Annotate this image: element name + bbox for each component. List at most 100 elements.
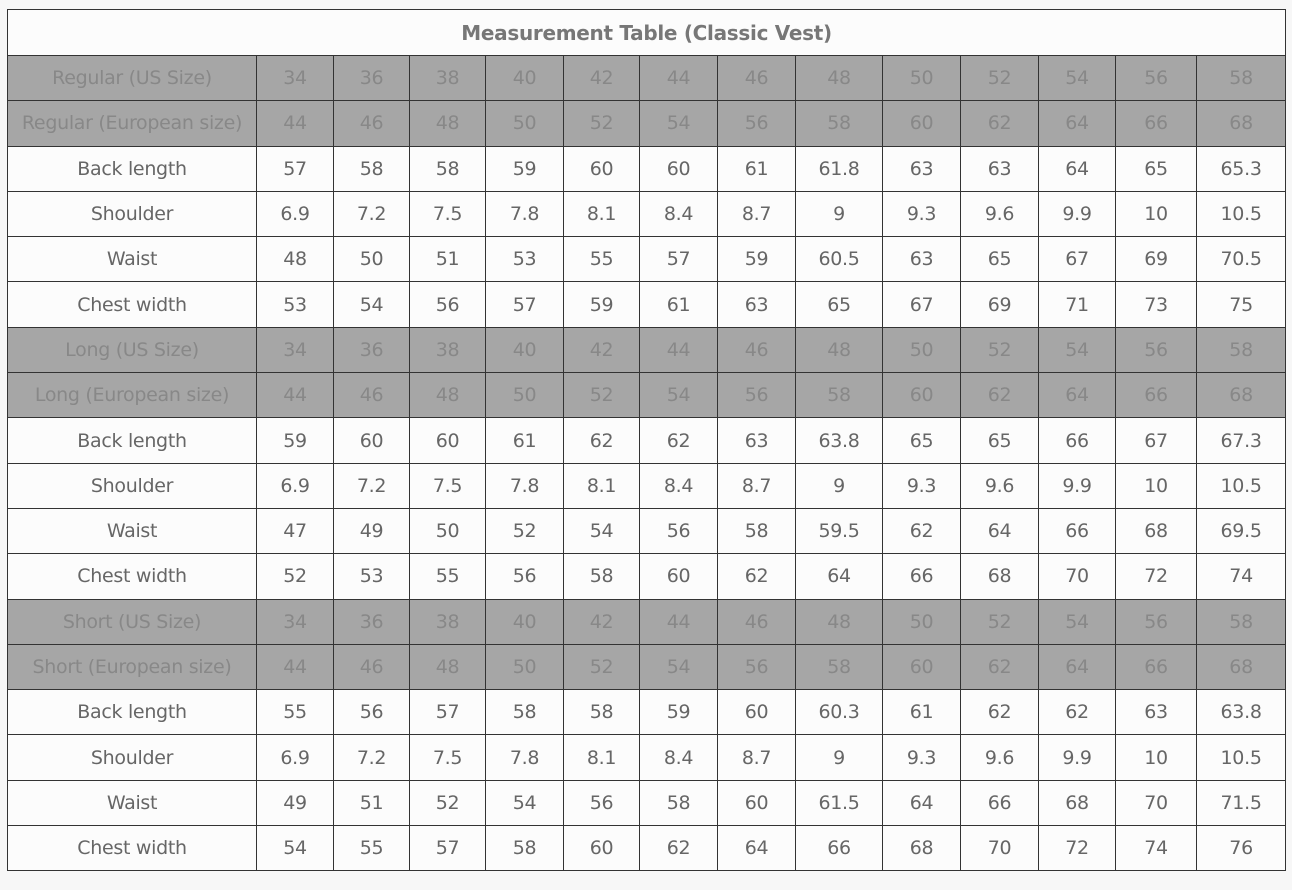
- table-cell: 10: [1115, 734, 1197, 781]
- table-cell: 67.3: [1195, 417, 1287, 464]
- table-cell: 68: [1195, 100, 1287, 147]
- table-cell: 62: [960, 689, 1039, 736]
- table-cell: 60: [409, 417, 486, 464]
- table-cell: 56: [409, 281, 486, 328]
- table-cell: 63: [717, 281, 796, 328]
- table-cell: 67: [1115, 417, 1197, 464]
- table-cell: 58: [639, 779, 718, 827]
- row-label: Short (US Size): [7, 598, 257, 645]
- table-cell: 74: [1195, 553, 1287, 600]
- table-cell: 50: [409, 507, 486, 555]
- table-cell: 66: [1038, 507, 1116, 555]
- table-cell: 10: [1115, 190, 1197, 238]
- table-cell: 40: [485, 326, 564, 374]
- table-cell: 9: [795, 734, 883, 781]
- table-cell: 8.4: [639, 462, 718, 509]
- table-cell: 7.5: [409, 734, 486, 781]
- table-cell: 59: [717, 236, 796, 283]
- table-row: Back length 57 58 58 59 60 60 61 61.8 63 63 64 65 65.…: [7, 145, 1287, 192]
- table-cell: 7.8: [485, 190, 564, 238]
- table-cell: 47: [256, 507, 334, 555]
- table-cell: 55: [333, 825, 410, 872]
- table-cell: 9.3: [882, 190, 961, 238]
- row-label: Chest width: [7, 553, 257, 600]
- table-cell: 55: [563, 236, 640, 283]
- table-cell: 65.3: [1195, 145, 1287, 192]
- row-label: Long (European size): [7, 372, 257, 419]
- table-cell: 44: [256, 372, 334, 419]
- table-cell: 56: [1115, 54, 1197, 102]
- table-cell: 55: [409, 553, 486, 600]
- table-cell: 10.5: [1195, 734, 1287, 781]
- table-cell: 36: [333, 54, 410, 102]
- table-cell: 64: [717, 825, 796, 872]
- table-cell: 42: [563, 598, 640, 645]
- table-cell: 53: [485, 236, 564, 283]
- table-cell: 10: [1115, 462, 1197, 509]
- table-cell: 63: [717, 417, 796, 464]
- table-cell: 54: [485, 779, 564, 827]
- table-cell: 54: [639, 643, 718, 691]
- table-cell: 57: [485, 281, 564, 328]
- table-cell: 68: [1038, 779, 1116, 827]
- table-title: Measurement Table (Classic Vest): [6, 9, 1287, 56]
- table-cell: 62: [882, 507, 961, 555]
- table-row: Back length 59 60 60 61 62 62 63 63.8 65 65 66 67 67.…: [7, 417, 1287, 464]
- table-cell: 66: [1115, 100, 1197, 147]
- table-cell: 71.5: [1195, 779, 1287, 827]
- table-cell: 54: [256, 825, 334, 872]
- table-cell: 8.7: [717, 462, 796, 509]
- table-cell: 72: [1038, 825, 1116, 872]
- table-cell: 58: [563, 689, 640, 736]
- table-cell: 54: [639, 100, 718, 147]
- table-cell: 48: [409, 100, 486, 147]
- table-cell: 60.3: [795, 689, 883, 736]
- row-label: Back length: [7, 689, 257, 736]
- table-cell: 50: [485, 100, 564, 147]
- measurement-table: Measurement Table (Classic Vest) Regular…: [6, 9, 1287, 872]
- table-cell: 66: [960, 779, 1039, 827]
- table-cell: 65: [960, 417, 1039, 464]
- table-cell: 56: [1115, 326, 1197, 374]
- table-cell: 52: [960, 326, 1039, 374]
- row-label: Waist: [7, 507, 257, 555]
- row-label: Shoulder: [7, 462, 257, 509]
- table-cell: 66: [795, 825, 883, 872]
- table-cell: 56: [485, 553, 564, 600]
- table-cell: 73: [1115, 281, 1197, 328]
- table-cell: 63: [882, 236, 961, 283]
- table-cell: 61.5: [795, 779, 883, 827]
- table-cell: 60: [882, 100, 961, 147]
- table-cell: 62: [960, 100, 1039, 147]
- table-cell: 44: [639, 598, 718, 645]
- table-cell: 66: [1115, 372, 1197, 419]
- table-cell: 34: [256, 326, 334, 374]
- table-cell: 54: [1038, 326, 1116, 374]
- table-cell: 58: [333, 145, 410, 192]
- row-label: Waist: [7, 779, 257, 827]
- table-cell: 6.9: [256, 190, 334, 238]
- table-cell: 56: [563, 779, 640, 827]
- row-label: Waist: [7, 236, 257, 283]
- table-cell: 53: [256, 281, 334, 328]
- table-cell: 65: [1115, 145, 1197, 192]
- table-cell: 62: [639, 825, 718, 872]
- table-cell: 68: [1115, 507, 1197, 555]
- table-cell: 52: [960, 54, 1039, 102]
- row-label: Long (US Size): [7, 326, 257, 374]
- table-cell: 38: [409, 598, 486, 645]
- row-label: Shoulder: [7, 734, 257, 781]
- table-cell: 8.1: [563, 190, 640, 238]
- table-row: Waist 48 50 51 53 55 57 59 60.5 63 65 67 69 70.5: [7, 236, 1287, 283]
- table-cell: 56: [333, 689, 410, 736]
- table-cell: 54: [1038, 598, 1116, 645]
- table-cell: 46: [717, 598, 796, 645]
- size-header-row: Long (European size) 44 46 48 50 52 54 56 58 60 62…: [7, 372, 1287, 419]
- table-cell: 7.2: [333, 734, 410, 781]
- table-cell: 67: [882, 281, 961, 328]
- table-cell: 62: [563, 417, 640, 464]
- table-cell: 50: [333, 236, 410, 283]
- table-cell: 62: [717, 553, 796, 600]
- table-cell: 46: [717, 54, 796, 102]
- table-cell: 9.6: [960, 462, 1039, 509]
